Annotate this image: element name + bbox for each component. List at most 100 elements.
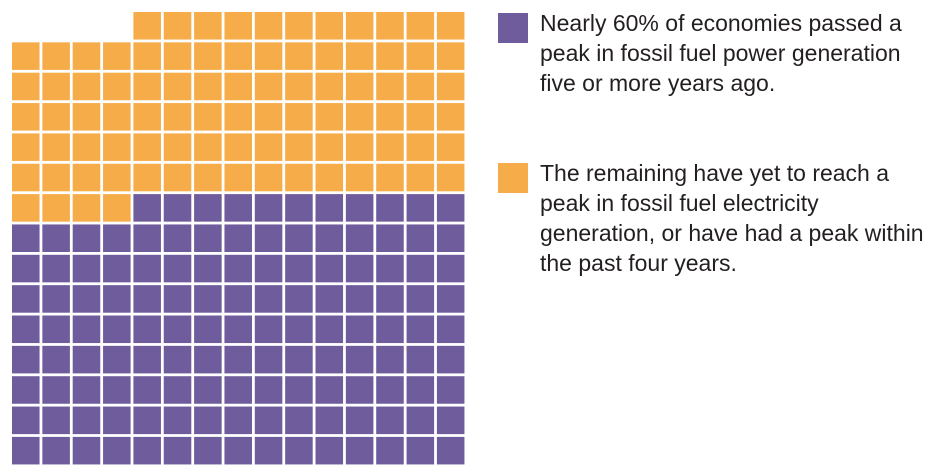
waffle-cell-passed-peak	[345, 315, 374, 344]
waffle-cell-passed-peak	[224, 376, 252, 404]
legend-label-remaining: The remaining have yet to reach a peak i…	[540, 160, 924, 276]
waffle-cell-passed-peak	[133, 345, 161, 374]
waffle-cell-passed-peak	[345, 224, 374, 252]
waffle-grid	[12, 12, 465, 465]
waffle-cell-passed-peak	[406, 436, 435, 465]
waffle-cell-passed-peak	[163, 254, 192, 283]
waffle-cell-passed-peak	[315, 194, 344, 222]
waffle-cell-remaining	[345, 103, 374, 131]
waffle-cell-remaining	[254, 72, 283, 101]
waffle-cell-remaining	[254, 42, 283, 70]
waffle-cell-remaining	[12, 194, 40, 222]
waffle-cell-remaining	[406, 12, 435, 40]
waffle-cell-passed-peak	[103, 224, 131, 252]
waffle-cell-remaining	[345, 163, 374, 192]
waffle-cell-passed-peak	[254, 345, 283, 374]
waffle-cell-passed-peak	[133, 254, 161, 283]
waffle-cell-remaining	[315, 42, 344, 70]
waffle-cell-remaining	[406, 42, 435, 70]
waffle-cell-passed-peak	[285, 194, 313, 222]
waffle-cell-passed-peak	[163, 406, 192, 435]
waffle-cell-remaining	[315, 12, 344, 40]
waffle-cell-remaining	[254, 133, 283, 161]
waffle-cell-passed-peak	[436, 345, 465, 374]
waffle-cell-passed-peak	[376, 376, 404, 404]
waffle-cell-passed-peak	[224, 436, 252, 465]
waffle-cell-remaining	[254, 12, 283, 40]
waffle-cell-remaining	[42, 72, 70, 101]
waffle-cell-remaining	[194, 42, 222, 70]
waffle-cell-passed-peak	[285, 376, 313, 404]
waffle-cell-remaining	[163, 72, 192, 101]
waffle-cell-passed-peak	[406, 315, 435, 344]
waffle-cell-passed-peak	[133, 436, 161, 465]
waffle-cell-passed-peak	[315, 406, 344, 435]
waffle-cell-remaining	[436, 42, 465, 70]
legend-swatch-remaining	[498, 163, 528, 193]
waffle-cell-remaining	[376, 42, 404, 70]
waffle-cell-remaining	[103, 42, 131, 70]
waffle-cell-passed-peak	[345, 285, 374, 313]
waffle-cell-passed-peak	[163, 315, 192, 344]
waffle-cell-passed-peak	[406, 254, 435, 283]
waffle-cell-passed-peak	[254, 194, 283, 222]
waffle-cell-passed-peak	[345, 254, 374, 283]
waffle-cell-remaining	[133, 42, 161, 70]
waffle-cell-passed-peak	[194, 285, 222, 313]
waffle-cell-remaining	[194, 103, 222, 131]
waffle-cell-remaining	[103, 103, 131, 131]
waffle-cell-remaining	[224, 103, 252, 131]
waffle-cell-remaining	[224, 163, 252, 192]
waffle-cell-remaining	[163, 103, 192, 131]
waffle-cell-remaining	[406, 163, 435, 192]
waffle-cell-remaining	[194, 12, 222, 40]
waffle-cell-remaining	[406, 103, 435, 131]
waffle-cell-remaining	[436, 163, 465, 192]
waffle-cell-remaining	[376, 133, 404, 161]
waffle-cell-passed-peak	[436, 254, 465, 283]
waffle-cell-remaining	[163, 42, 192, 70]
waffle-cell-remaining	[42, 194, 70, 222]
waffle-cell-passed-peak	[436, 315, 465, 344]
waffle-cell-remaining	[254, 103, 283, 131]
waffle-cell-remaining	[42, 42, 70, 70]
waffle-cell-passed-peak	[163, 376, 192, 404]
waffle-cell-passed-peak	[436, 376, 465, 404]
legend-label-passed-peak: Nearly 60% of economies passed a peak in…	[540, 10, 902, 96]
waffle-cell-passed-peak	[133, 285, 161, 313]
waffle-cell-passed-peak	[42, 254, 70, 283]
waffle-cell-remaining	[285, 133, 313, 161]
waffle-cell-passed-peak	[72, 285, 101, 313]
waffle-cell-passed-peak	[133, 224, 161, 252]
waffle-cell-remaining	[194, 133, 222, 161]
waffle-cell-passed-peak	[42, 436, 70, 465]
waffle-cell-passed-peak	[42, 315, 70, 344]
waffle-cell-passed-peak	[133, 315, 161, 344]
waffle-cell-passed-peak	[194, 315, 222, 344]
waffle-cell-remaining	[103, 163, 131, 192]
waffle-cell-remaining	[254, 163, 283, 192]
waffle-cell-remaining	[224, 72, 252, 101]
waffle-cell-passed-peak	[194, 406, 222, 435]
waffle-cell-passed-peak	[194, 194, 222, 222]
waffle-cell-remaining	[133, 72, 161, 101]
waffle-cell-passed-peak	[42, 406, 70, 435]
waffle-cell-remaining	[436, 133, 465, 161]
waffle-cell-remaining	[315, 72, 344, 101]
waffle-cell-passed-peak	[163, 345, 192, 374]
waffle-cell-passed-peak	[254, 376, 283, 404]
waffle-cell-remaining	[224, 133, 252, 161]
waffle-cell-remaining	[376, 12, 404, 40]
waffle-cell-passed-peak	[163, 224, 192, 252]
waffle-cell-passed-peak	[315, 254, 344, 283]
waffle-cell-remaining	[224, 42, 252, 70]
waffle-cell-remaining	[345, 12, 374, 40]
waffle-cell-remaining	[285, 163, 313, 192]
waffle-cell-remaining	[163, 12, 192, 40]
waffle-cell-remaining	[285, 12, 313, 40]
waffle-cell-passed-peak	[436, 285, 465, 313]
waffle-cell-passed-peak	[285, 285, 313, 313]
waffle-cell-remaining	[42, 133, 70, 161]
waffle-cell-passed-peak	[345, 436, 374, 465]
